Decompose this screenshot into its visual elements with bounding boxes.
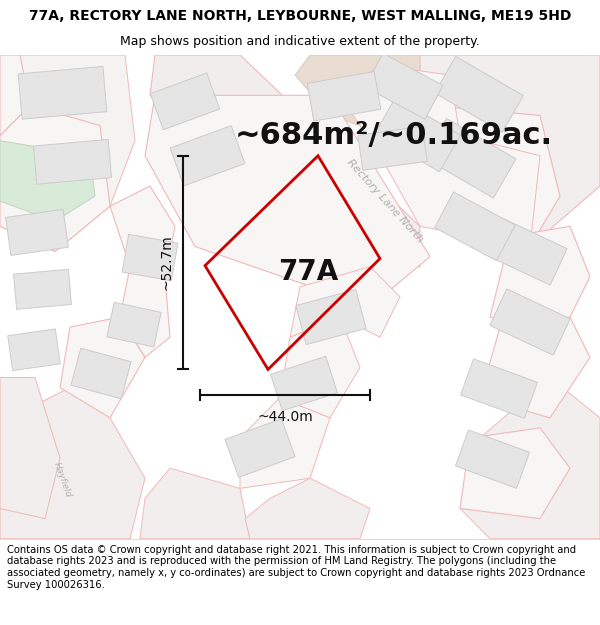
Polygon shape xyxy=(420,55,600,246)
Polygon shape xyxy=(110,186,175,277)
Text: Hayfield: Hayfield xyxy=(52,461,73,499)
Polygon shape xyxy=(307,71,381,121)
Text: ~684m²/~0.169ac.: ~684m²/~0.169ac. xyxy=(235,121,553,150)
Polygon shape xyxy=(490,226,590,338)
Polygon shape xyxy=(120,267,170,358)
Polygon shape xyxy=(271,356,337,411)
Polygon shape xyxy=(0,55,135,251)
Polygon shape xyxy=(0,141,95,221)
Polygon shape xyxy=(140,468,250,539)
Polygon shape xyxy=(490,289,570,355)
Polygon shape xyxy=(460,428,570,519)
Text: ~52.7m: ~52.7m xyxy=(160,235,174,291)
Polygon shape xyxy=(71,348,131,399)
Polygon shape xyxy=(424,119,516,198)
Polygon shape xyxy=(420,106,560,246)
Polygon shape xyxy=(365,53,443,119)
Polygon shape xyxy=(0,55,30,136)
Polygon shape xyxy=(358,126,427,170)
Text: Rectory Lane North: Rectory Lane North xyxy=(345,158,425,245)
Polygon shape xyxy=(296,289,366,344)
Polygon shape xyxy=(145,95,430,307)
Polygon shape xyxy=(5,209,68,256)
Polygon shape xyxy=(485,218,567,285)
Polygon shape xyxy=(150,55,420,267)
Polygon shape xyxy=(240,398,330,488)
Polygon shape xyxy=(18,66,107,119)
Polygon shape xyxy=(380,136,540,246)
Polygon shape xyxy=(0,378,60,519)
Polygon shape xyxy=(0,106,110,251)
Polygon shape xyxy=(460,378,600,539)
Polygon shape xyxy=(455,430,530,488)
Polygon shape xyxy=(34,139,112,184)
Polygon shape xyxy=(151,73,220,130)
Polygon shape xyxy=(290,267,400,338)
Polygon shape xyxy=(374,98,460,172)
Polygon shape xyxy=(435,192,515,261)
Polygon shape xyxy=(170,126,245,186)
Polygon shape xyxy=(0,388,145,539)
Polygon shape xyxy=(280,317,360,418)
Polygon shape xyxy=(60,317,145,418)
Polygon shape xyxy=(435,56,523,132)
Polygon shape xyxy=(295,55,460,136)
Text: 77A: 77A xyxy=(278,258,338,286)
Text: ~44.0m: ~44.0m xyxy=(257,410,313,424)
Polygon shape xyxy=(107,302,161,347)
Polygon shape xyxy=(245,478,370,539)
Polygon shape xyxy=(14,269,71,309)
Polygon shape xyxy=(461,359,538,418)
Polygon shape xyxy=(8,329,60,371)
Text: Contains OS data © Crown copyright and database right 2021. This information is : Contains OS data © Crown copyright and d… xyxy=(7,545,586,589)
Polygon shape xyxy=(225,419,295,478)
Text: 77A, RECTORY LANE NORTH, LEYBOURNE, WEST MALLING, ME19 5HD: 77A, RECTORY LANE NORTH, LEYBOURNE, WEST… xyxy=(29,9,571,24)
Polygon shape xyxy=(480,317,590,418)
Polygon shape xyxy=(122,234,178,281)
Text: Map shows position and indicative extent of the property.: Map shows position and indicative extent… xyxy=(120,35,480,48)
Polygon shape xyxy=(340,65,460,156)
